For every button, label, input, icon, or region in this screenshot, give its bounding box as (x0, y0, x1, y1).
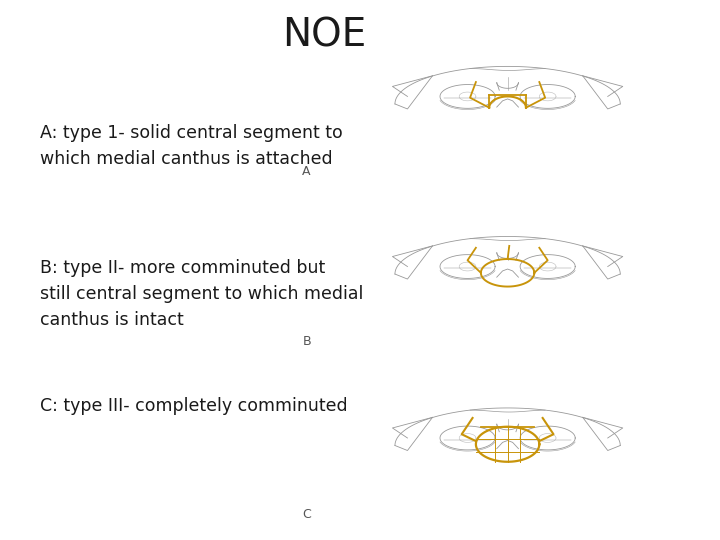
Text: A: A (302, 165, 311, 178)
Bar (295, 362, 720, 529)
Bar (295, 22, 720, 186)
Text: B: B (302, 335, 311, 348)
Text: B: type II- more comminuted but
still central segment to which medial
canthus is: B: type II- more comminuted but still ce… (40, 259, 363, 329)
Text: A: type 1- solid central segment to
which medial canthus is attached: A: type 1- solid central segment to whic… (40, 124, 342, 168)
Bar (295, 192, 720, 356)
Text: NOE: NOE (282, 16, 366, 54)
Text: C: type III- completely comminuted: C: type III- completely comminuted (40, 397, 347, 415)
Text: C: C (302, 508, 311, 521)
